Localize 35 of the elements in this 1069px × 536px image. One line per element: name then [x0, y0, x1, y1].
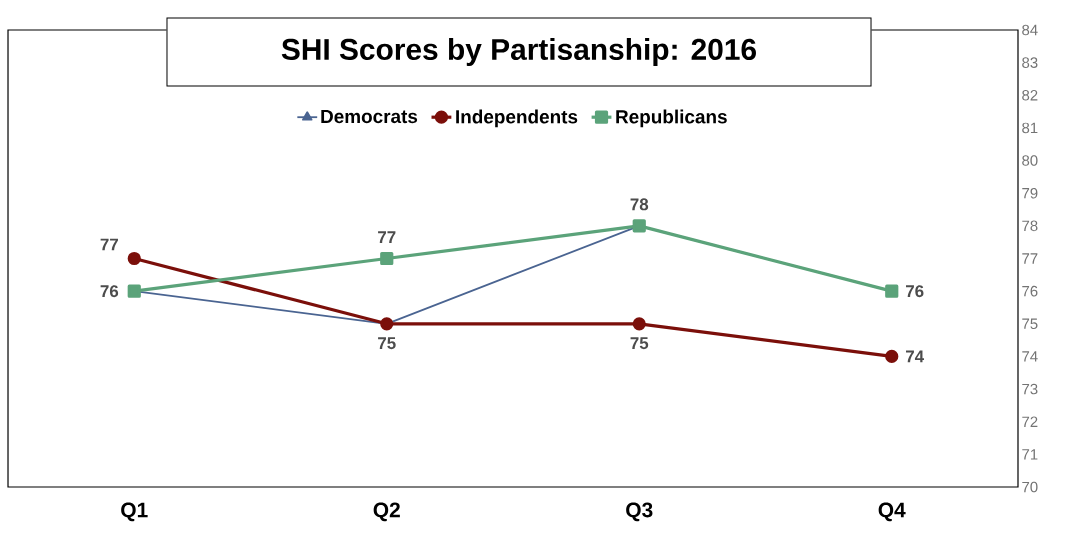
- y-tick-label: 70: [1022, 481, 1038, 493]
- data-label: 74: [906, 350, 925, 363]
- y-tick-label: 79: [1022, 187, 1038, 199]
- y-tick-label: 76: [1022, 285, 1038, 297]
- data-label: 75: [378, 337, 396, 350]
- y-tick-label: 74: [1022, 351, 1038, 362]
- data-label: 76: [100, 285, 119, 298]
- y-tick-label: 78: [1022, 220, 1038, 232]
- y-tick-label: 73: [1022, 383, 1038, 395]
- x-tick-label: Q1: [121, 502, 148, 522]
- point: [127, 251, 141, 266]
- point: [380, 251, 394, 266]
- point: [885, 349, 899, 364]
- data-label: 77: [100, 238, 118, 251]
- data-label: 76: [906, 285, 924, 298]
- data-label: 75: [630, 337, 649, 350]
- x-tick-label: Q3: [626, 502, 653, 522]
- x-tick-label: Q4: [878, 502, 906, 522]
- legend-label: Republicans: [616, 109, 727, 128]
- y-tick-label: 81: [1022, 122, 1038, 134]
- y-tick-label: 77: [1022, 253, 1038, 264]
- y-tick-label: 84: [1022, 24, 1038, 36]
- y-tick-label: 83: [1022, 57, 1038, 68]
- chart-title: SHI Scores by Partisanship: 2016: [281, 38, 756, 66]
- legend-label: Independents: [456, 109, 578, 128]
- data-label: 78: [630, 198, 649, 211]
- data-label: 77: [378, 231, 396, 243]
- y-tick-label: 82: [1022, 89, 1038, 101]
- y-tick-label: 75: [1022, 318, 1038, 329]
- point: [632, 317, 646, 331]
- y-tick-label: 71: [1022, 449, 1038, 460]
- x-tick-label: Q2: [373, 502, 400, 522]
- y-tick-label: 80: [1022, 155, 1038, 166]
- y-tick-label: 72: [1022, 416, 1038, 427]
- legend-label: Democrats: [321, 109, 418, 124]
